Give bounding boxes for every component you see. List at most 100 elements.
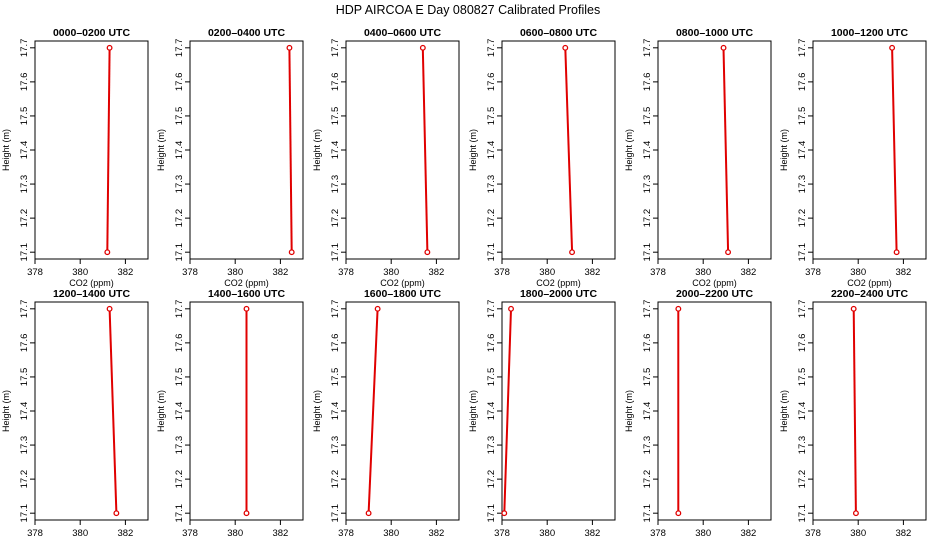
y-tick-label: 17.7 [486,39,497,58]
x-tick-label: 380 [539,267,555,278]
y-tick-label: 17.7 [642,39,653,58]
data-point [243,305,250,312]
plot-frame [812,301,927,521]
x-tick-label: 382 [584,528,600,539]
y-tick-label: 17.7 [642,300,653,319]
y-tick-label: 17.2 [174,209,185,228]
x-tick-label: 378 [494,267,510,278]
x-tick-label: 378 [805,528,821,539]
data-point [562,44,569,51]
profile-line [852,308,857,514]
profile-line [367,308,379,514]
x-tick-label: 382 [895,528,911,539]
profile-line [421,47,429,253]
profile-line [564,47,574,253]
y-axis-label: Height (m) [468,390,478,432]
y-tick-label: 17.1 [330,243,341,262]
panel-title: 0800–1000 UTC [676,27,753,39]
y-axis-label: Height (m) [779,129,789,171]
y-axis-label: Height (m) [779,390,789,432]
y-tick-label: 17.4 [330,141,341,160]
y-tick-label: 17.5 [797,107,808,126]
y-tick-label: 17.6 [486,73,497,92]
y-tick-label: 17.2 [486,470,497,489]
data-point [104,249,111,256]
y-tick-label: 17.7 [486,300,497,319]
plot-frame [501,40,616,260]
y-axis-label: Height (m) [624,129,634,171]
x-tick-label: 382 [740,267,756,278]
x-tick-label: 382 [117,528,133,539]
y-tick-label: 17.2 [642,209,653,228]
x-tick-label: 380 [539,528,555,539]
y-tick-label: 17.4 [797,141,808,160]
y-tick-label: 17.7 [174,300,185,319]
panel-title: 1600–1800 UTC [364,288,441,300]
profile-panel: 0000–0200 UTC 378 380 382 17.1 17.2 17.3 17.4 17… [1,27,149,288]
profile-panel: 1200–1400 UTC 378 380 382 17.1 17.2 17.3 17.4 17… [1,288,149,540]
data-point [852,510,859,517]
x-axis-label: CO2 (ppm) [380,278,425,288]
y-tick-label: 17.1 [19,243,30,262]
y-tick-label: 17.5 [642,107,653,126]
y-tick-label: 17.6 [174,334,185,353]
y-tick-label: 17.4 [642,402,653,421]
profile-panel: 1400–1600 UTC 378 380 382 17.1 17.2 17.3 17.4 17… [156,288,304,540]
x-tick-label: 378 [650,528,666,539]
panel-title: 0600–0800 UTC [520,27,597,39]
data-point [365,510,372,517]
profile-panel: 0400–0600 UTC 378 380 382 17.1 17.2 17.3 17.4 17… [312,27,460,288]
figure-title: HDP AIRCOA E Day 080827 Calibrated Profi… [336,3,600,17]
y-tick-label: 17.2 [19,470,30,489]
y-tick-label: 17.6 [19,334,30,353]
x-tick-label: 380 [72,267,88,278]
y-tick-label: 17.1 [19,504,30,523]
plot-frame [34,40,149,260]
panel-title: 0400–0600 UTC [364,27,441,39]
plot-frame [189,40,304,260]
x-tick-label: 380 [850,528,866,539]
x-tick-label: 380 [850,267,866,278]
y-tick-label: 17.2 [797,209,808,228]
plot-frame [657,301,772,521]
y-tick-label: 17.2 [330,470,341,489]
profile-panel: 1600–1800 UTC 378 380 382 17.1 17.2 17.3 17.4 17… [312,288,460,540]
y-tick-label: 17.5 [330,107,341,126]
data-point [424,249,431,256]
panel-title: 1200–1400 UTC [53,288,130,300]
x-axis-label: CO2 (ppm) [224,278,269,288]
y-tick-label: 17.4 [797,402,808,421]
data-point [286,44,293,51]
y-tick-label: 17.2 [174,470,185,489]
panel-title: 2000–2200 UTC [676,288,753,300]
x-tick-label: 380 [227,267,243,278]
y-axis-label: Height (m) [1,129,11,171]
profile-panel: 2200–2400 UTC 378 380 382 17.1 17.2 17.3 17.4 17… [779,288,927,540]
y-tick-label: 17.7 [330,300,341,319]
x-tick-label: 378 [494,528,510,539]
y-tick-label: 17.2 [19,209,30,228]
y-tick-label: 17.5 [330,368,341,387]
y-tick-label: 17.3 [330,175,341,194]
y-tick-label: 17.6 [486,334,497,353]
panel-title: 1400–1600 UTC [208,288,285,300]
x-tick-label: 380 [383,267,399,278]
x-tick-label: 378 [182,528,198,539]
y-tick-label: 17.4 [642,141,653,160]
y-axis-label: Height (m) [156,390,166,432]
y-tick-label: 17.1 [174,243,185,262]
y-tick-label: 17.7 [174,39,185,58]
profile-panel: 1800–2000 UTC 378 380 382 17.1 17.2 17.3 17.4 17… [468,288,616,540]
plot-frame [345,40,460,260]
data-point [113,510,120,517]
x-tick-label: 380 [695,267,711,278]
y-tick-label: 17.6 [174,73,185,92]
data-point [850,305,857,312]
data-point [720,44,727,51]
profile-panel: 2000–2200 UTC 378 380 382 17.1 17.2 17.3 17.4 17… [624,288,772,540]
y-tick-label: 17.1 [486,243,497,262]
panel-title: 1000–1200 UTC [831,27,908,39]
plot-frame [345,301,460,521]
y-tick-label: 17.4 [174,402,185,421]
x-axis-label: CO2 (ppm) [847,278,892,288]
